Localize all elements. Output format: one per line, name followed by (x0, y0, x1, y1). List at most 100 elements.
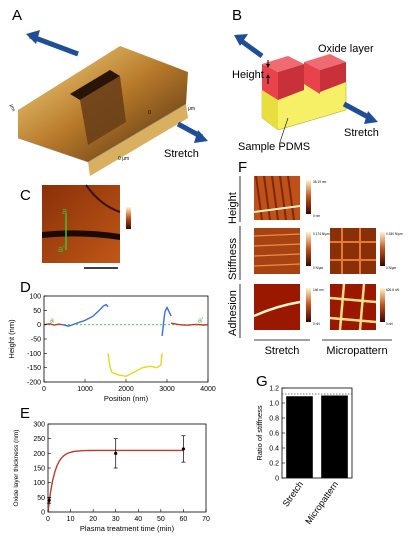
scale-adhesion-stretch-bottom: 0 nN (313, 322, 320, 326)
xtick-label-g-micropattern: Micropattern (303, 479, 340, 526)
afm-topview-trench (42, 230, 120, 240)
ytick-label-g: 1.0 (269, 401, 279, 408)
row-label-height: Height (227, 192, 239, 224)
scale-stiffness-stretch-bottom: 0 N/μm (313, 266, 324, 270)
stretch-label-a: Stretch (164, 148, 199, 160)
row-label-stiffness: Stiffness (227, 238, 239, 280)
xtick-label-e: 10 (67, 516, 75, 523)
axis-label-right: μm (188, 106, 195, 112)
ytick-label-d: -50 (31, 337, 41, 344)
ytick-label-g: 0.2 (269, 461, 279, 468)
ytick-label-e: 100 (33, 480, 45, 487)
ylabel-d: Height (nm) (7, 319, 16, 359)
row-label-adhesion: Adhesion (227, 290, 239, 336)
xtick-label-e: 20 (89, 516, 97, 523)
stretch-arrow-right-head (194, 130, 208, 143)
panel-e: E 0 50 100 150 200 250 300 0 10 20 30 40 50 60 70 Plasm… (13, 405, 210, 533)
scale-adhesion-stretch-top: 146 nm (313, 288, 324, 292)
ytick-label-e: 50 (37, 495, 45, 502)
oxide-right-top (304, 54, 346, 70)
ytick-label-d: -200 (27, 380, 41, 387)
xtick-label-g-stretch: Stretch (281, 479, 306, 508)
afm-topview-crack (85, 184, 121, 213)
oxide-thickness-chart: 0 50 100 150 200 250 300 0 10 20 30 40 50 60 70 Plasma … (13, 422, 210, 534)
ytick-label-e: 250 (33, 436, 45, 443)
xtick-label-d: 1000 (77, 386, 93, 393)
afm-trench (70, 70, 120, 100)
ytick-label-g: 0.8 (269, 416, 279, 423)
ytick-label-e: 300 (33, 422, 45, 429)
panel-e-letter: E (20, 405, 30, 422)
panel-d-letter: D (20, 279, 31, 296)
panel-c: C a a' (20, 184, 131, 269)
panel-c-letter: C (20, 187, 31, 204)
axis-label-left: μm (8, 104, 16, 113)
xtick-label-d: 0 (42, 386, 46, 393)
scale-stiffness-micro-top: 0.180 N/μm (386, 232, 403, 236)
data-point-e (114, 451, 118, 455)
height-stretch-crack (253, 205, 301, 213)
ylabel-g: Ratio of stiffness (255, 405, 264, 461)
ytick-label-d: -100 (27, 351, 41, 358)
ytick-label-d: 100 (29, 294, 41, 301)
profile-segment-4 (170, 322, 209, 326)
height-label-b: Height (232, 69, 264, 81)
oxide-right-front (304, 62, 320, 94)
axis-tick-zero: 0 (148, 110, 151, 116)
ytick-label-g: 1.2 (269, 386, 279, 393)
stretch-label-b: Stretch (344, 127, 379, 139)
ytick-label-e: 200 (33, 451, 45, 458)
scale-stiffness-micro-bottom: 0 N/μm (386, 266, 397, 270)
xtick-label-e: 30 (112, 516, 120, 523)
stretch-arrow-b-left-head (234, 34, 248, 46)
col-label-stretch: Stretch (265, 345, 300, 357)
xtick-label-d: 3000 (159, 386, 175, 393)
pdms-side (262, 90, 278, 130)
topview-scale (126, 207, 131, 229)
xtick-label-e: 40 (134, 516, 142, 523)
panel-f-letter: F (238, 159, 247, 176)
profile-segment-1 (62, 303, 109, 327)
ytick-label-e: 0 (41, 510, 45, 517)
stretch-arrow-b-right (342, 101, 372, 121)
scale-adhesion-micro (380, 288, 385, 322)
scale-stiffness-stretch (306, 232, 311, 266)
scale-height (306, 180, 311, 214)
data-point-e (47, 498, 51, 502)
scale-stiffness-micro (380, 232, 385, 266)
data-point-e (181, 447, 186, 451)
scale-height-top: 38.19 nm (313, 180, 327, 184)
afm-front-face (88, 104, 188, 176)
scale-adhesion-stretch (306, 288, 311, 322)
pdms-leader (279, 117, 289, 143)
ytick-label-g: 0 (275, 476, 279, 483)
plot-frame-d (43, 295, 209, 383)
scale-adhesion-micro-top: 626.6 nN (386, 288, 400, 292)
oxide-label: Oxide layer (318, 43, 374, 55)
xlabel-d: Position (nm) (104, 394, 149, 403)
stretch-arrow-b-right-head (364, 111, 378, 124)
scale-adhesion-micro-bottom: 0 nN (386, 322, 393, 326)
oxide-left-side (278, 64, 304, 100)
xlabel-e: Plasma treatment time (min) (80, 524, 175, 533)
bar-stretch (286, 396, 313, 478)
col-label-micropattern: Micropattern (326, 345, 387, 357)
oxide-left-top (262, 56, 304, 72)
scale-height-bottom: 0 nm (313, 214, 320, 218)
stretch-arrow-left (29, 33, 79, 57)
ytick-label-g: 0.6 (269, 431, 279, 438)
axis-label-origin: 0 μm (118, 156, 129, 162)
xtick-label-e: 50 (157, 516, 165, 523)
xtick-label-e: 0 (46, 516, 50, 523)
panel-b: B Height Oxide layer Sample PDMS Stretch (232, 7, 379, 153)
ytick-label-d: -150 (27, 365, 41, 372)
marker-a: a (62, 206, 67, 216)
panel-b-letter: B (232, 7, 242, 24)
panel-g: G 0 0.2 0.4 0.6 0.8 1.0 1.2 StretchMicropattern… (255, 373, 353, 526)
ytick-label-d: 0 (37, 322, 41, 329)
map-adhesion-micropattern (330, 284, 376, 330)
profile-segment-0 (43, 323, 63, 326)
panel-f: F Height Stiffness Adhesion 38.19 nm 0 n… (227, 159, 403, 357)
